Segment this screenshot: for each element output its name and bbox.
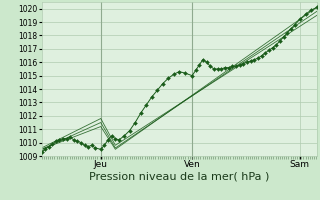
X-axis label: Pression niveau de la mer( hPa ): Pression niveau de la mer( hPa ) [89,172,269,182]
